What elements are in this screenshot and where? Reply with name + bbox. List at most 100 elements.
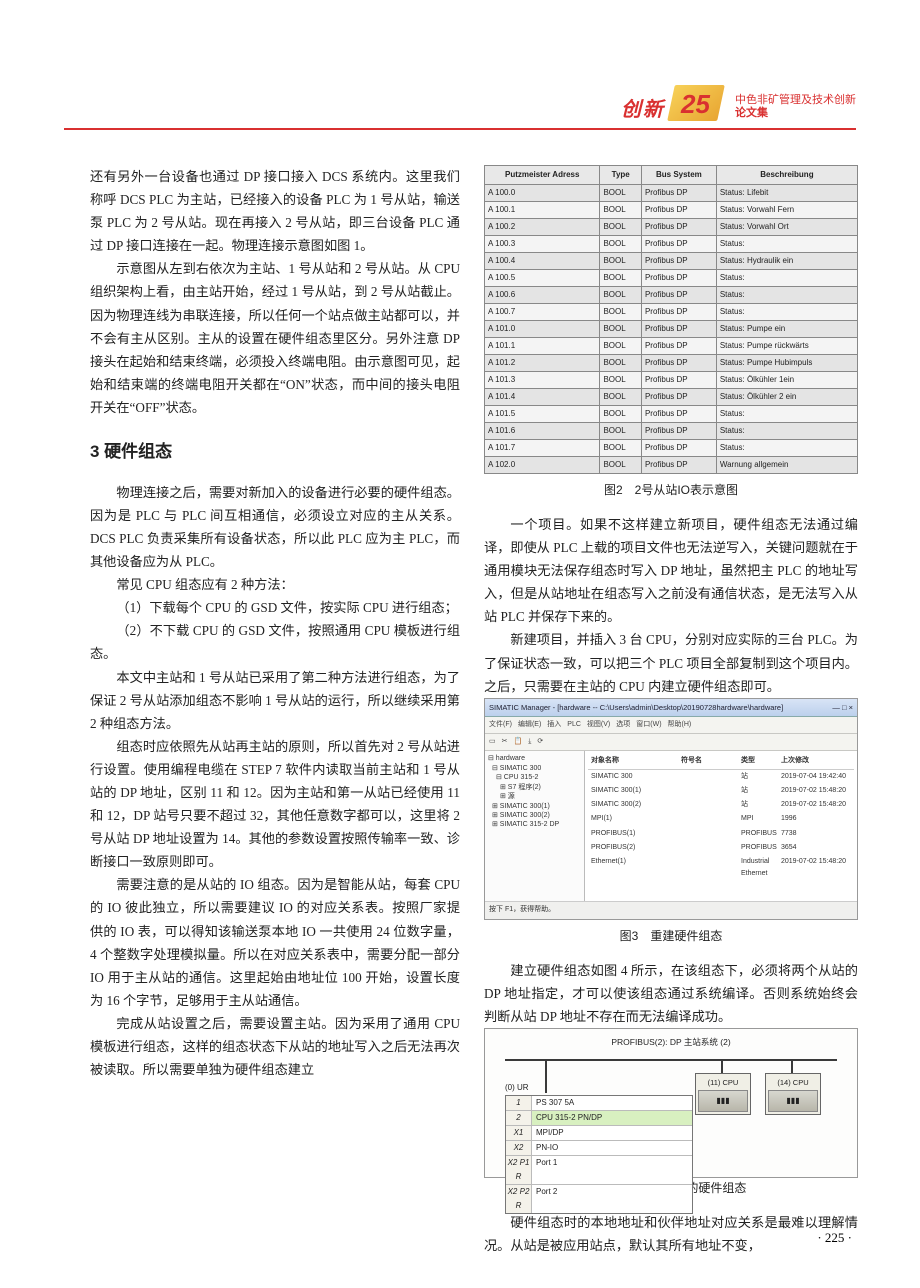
table-cell: BOOL [600, 185, 641, 202]
list-cell: SIMATIC 300 [588, 770, 678, 784]
toolbar-icons: ▭ ✂ 📋 ⤓ ⟳ [485, 734, 857, 751]
menu-item[interactable]: 文件(F) [489, 719, 512, 731]
right-column: Putzmeister Adress Type Bus System Besch… [484, 165, 858, 1257]
window-title: SIMATIC Manager - [hardware -- C:\Users\… [489, 701, 783, 714]
table-cell: BOOL [600, 287, 641, 304]
table-row: A 101.4BOOLProfibus DPStatus: Ölkühler 2… [485, 389, 858, 406]
tree-node[interactable]: ⊞ SIMATIC 300(1) [488, 802, 581, 811]
table-cell: Status: [716, 423, 857, 440]
table-cell: BOOL [600, 202, 641, 219]
toolbar-icon[interactable]: ⟳ [537, 736, 543, 748]
menu-item[interactable]: 选项 [616, 719, 630, 731]
th: Bus System [641, 166, 716, 185]
page-number: · 225 · [817, 1230, 852, 1246]
menu-item[interactable]: PLC [567, 719, 581, 731]
table-cell: Profibus DP [641, 321, 716, 338]
table-cell: Status: Ölkühler 2 ein [716, 389, 857, 406]
list-cell [678, 784, 738, 798]
menu-item[interactable]: 视图(V) [587, 719, 610, 731]
tree-node[interactable]: ⊟ SIMATIC 300 [488, 764, 581, 773]
list-cell: Industrial Ethernet [738, 855, 778, 882]
list-cell: 2019-07-02 15:48:20 [778, 784, 854, 798]
list-item[interactable]: MPI(1)MPI1996 [588, 812, 854, 826]
toolbar-icon[interactable]: ▭ [489, 736, 496, 748]
table-cell: Warnung allgemein [716, 457, 857, 474]
bus-drop [545, 1059, 547, 1093]
menu-item[interactable]: 插入 [547, 719, 561, 731]
list-cell: PROFIBUS(1) [588, 827, 678, 841]
table-cell: Profibus DP [641, 372, 716, 389]
list-item[interactable]: PROFIBUS(1)PROFIBUS7738 [588, 827, 854, 841]
table-cell: Status: Hydraulik ein [716, 253, 857, 270]
table-cell: Status: Pumpe rückwärts [716, 338, 857, 355]
object-list[interactable]: 对象名称 符号名 类型 上次修改 SIMATIC 300站2019-07-04 … [585, 751, 857, 901]
tree-node[interactable]: ⊟ hardware [488, 754, 581, 763]
table-cell: Profibus DP [641, 287, 716, 304]
rack-row: X2 P2 RPort 2 [506, 1185, 692, 1213]
header-title-cn: 创新 [621, 93, 665, 122]
list-item[interactable]: SIMATIC 300(1)站2019-07-02 15:48:20 [588, 784, 854, 798]
table-cell: A 100.1 [485, 202, 600, 219]
table-cell: Profibus DP [641, 406, 716, 423]
toolbar-icon[interactable]: ⤓ [528, 736, 531, 748]
para: 物理连接之后，需要对新加入的设备进行必要的硬件组态。因为是 PLC 与 PLC … [90, 481, 460, 573]
list-header: 类型 [738, 754, 778, 768]
table-cell: A 102.0 [485, 457, 600, 474]
para: 建立硬件组态如图 4 所示，在该组态下，必须将两个从站的 DP 地址指定，才可以… [484, 959, 858, 1028]
table-cell: Status: Pumpe Hubimpuls [716, 355, 857, 372]
rack-table: 1PS 307 5A2CPU 315-2 PN/DPX1MPI/DPX2PN-I… [505, 1095, 693, 1214]
list-header: 对象名称 [588, 754, 678, 768]
menu-item[interactable]: 窗口(W) [636, 719, 661, 731]
table-cell: Profibus DP [641, 338, 716, 355]
table-cell: BOOL [600, 270, 641, 287]
figure-3-screenshot: SIMATIC Manager - [hardware -- C:\Users\… [484, 698, 858, 920]
tree-node[interactable]: ⊞ S7 程序(2) [488, 783, 581, 792]
toolbar-icon[interactable]: 📋 [514, 736, 523, 748]
table-cell: BOOL [600, 423, 641, 440]
tree-node[interactable]: ⊟ CPU 315-2 [488, 773, 581, 782]
master-label: (0) UR [505, 1081, 529, 1095]
table-cell: BOOL [600, 372, 641, 389]
table-cell: Profibus DP [641, 202, 716, 219]
rack-row: X2 P1 RPort 1 [506, 1156, 692, 1185]
tree-node[interactable]: ⊞ 源 [488, 792, 581, 801]
list-cell [678, 798, 738, 812]
tree-node[interactable]: ⊞ SIMATIC 300(2) [488, 811, 581, 820]
table-cell: BOOL [600, 321, 641, 338]
list-cell: MPI [738, 812, 778, 826]
list-cell [678, 841, 738, 855]
project-tree[interactable]: ⊟ hardware⊟ SIMATIC 300⊟ CPU 315-2⊞ S7 程… [485, 751, 585, 901]
table-cell: BOOL [600, 440, 641, 457]
table-row: A 101.2BOOLProfibus DPStatus: Pumpe Hubi… [485, 355, 858, 372]
toolbar-icon[interactable]: ✂ [502, 736, 508, 748]
table-cell: A 101.0 [485, 321, 600, 338]
table-row: A 101.7BOOLProfibus DPStatus: [485, 440, 858, 457]
list-item[interactable]: SIMATIC 300(2)站2019-07-02 15:48:20 [588, 798, 854, 812]
table-cell: A 100.5 [485, 270, 600, 287]
left-column: 还有另外一台设备也通过 DP 接口接入 DCS 系统内。这里我们称呼 DCS P… [90, 165, 460, 1257]
profibus-line [505, 1059, 837, 1061]
menu-item[interactable]: 编辑(E) [518, 719, 541, 731]
list-cell [678, 770, 738, 784]
table-cell: BOOL [600, 253, 641, 270]
menu-item[interactable]: 帮助(H) [668, 719, 692, 731]
list-cell: 站 [738, 770, 778, 784]
slave-2-node: (14) CPU ▮▮▮ [765, 1073, 821, 1115]
table-row: A 101.3BOOLProfibus DPStatus: Ölkühler 1… [485, 372, 858, 389]
table-cell: BOOL [600, 457, 641, 474]
table-cell: BOOL [600, 389, 641, 406]
list-item[interactable]: PROFIBUS(2)PROFIBUS3654 [588, 841, 854, 855]
plc-icon: ▮▮▮ [768, 1090, 818, 1112]
list-item[interactable]: Ethernet(1)Industrial Ethernet2019-07-02… [588, 855, 854, 882]
figure-4-diagram: PROFIBUS(2): DP 主站系统 (2) (0) UR (11) CPU… [484, 1028, 858, 1178]
table-cell: Status: Vorwahl Fern [716, 202, 857, 219]
table-cell: Profibus DP [641, 355, 716, 372]
th: Beschreibung [716, 166, 857, 185]
list-cell [678, 812, 738, 826]
table-row: A 101.0BOOLProfibus DPStatus: Pumpe ein [485, 321, 858, 338]
table-row: A 101.1BOOLProfibus DPStatus: Pumpe rück… [485, 338, 858, 355]
list-cell: 2019-07-02 15:48:20 [778, 798, 854, 812]
table-cell: Profibus DP [641, 219, 716, 236]
tree-node[interactable]: ⊞ SIMATIC 315-2 DP [488, 820, 581, 829]
list-item[interactable]: SIMATIC 300站2019-07-04 19:42:40 [588, 770, 854, 784]
